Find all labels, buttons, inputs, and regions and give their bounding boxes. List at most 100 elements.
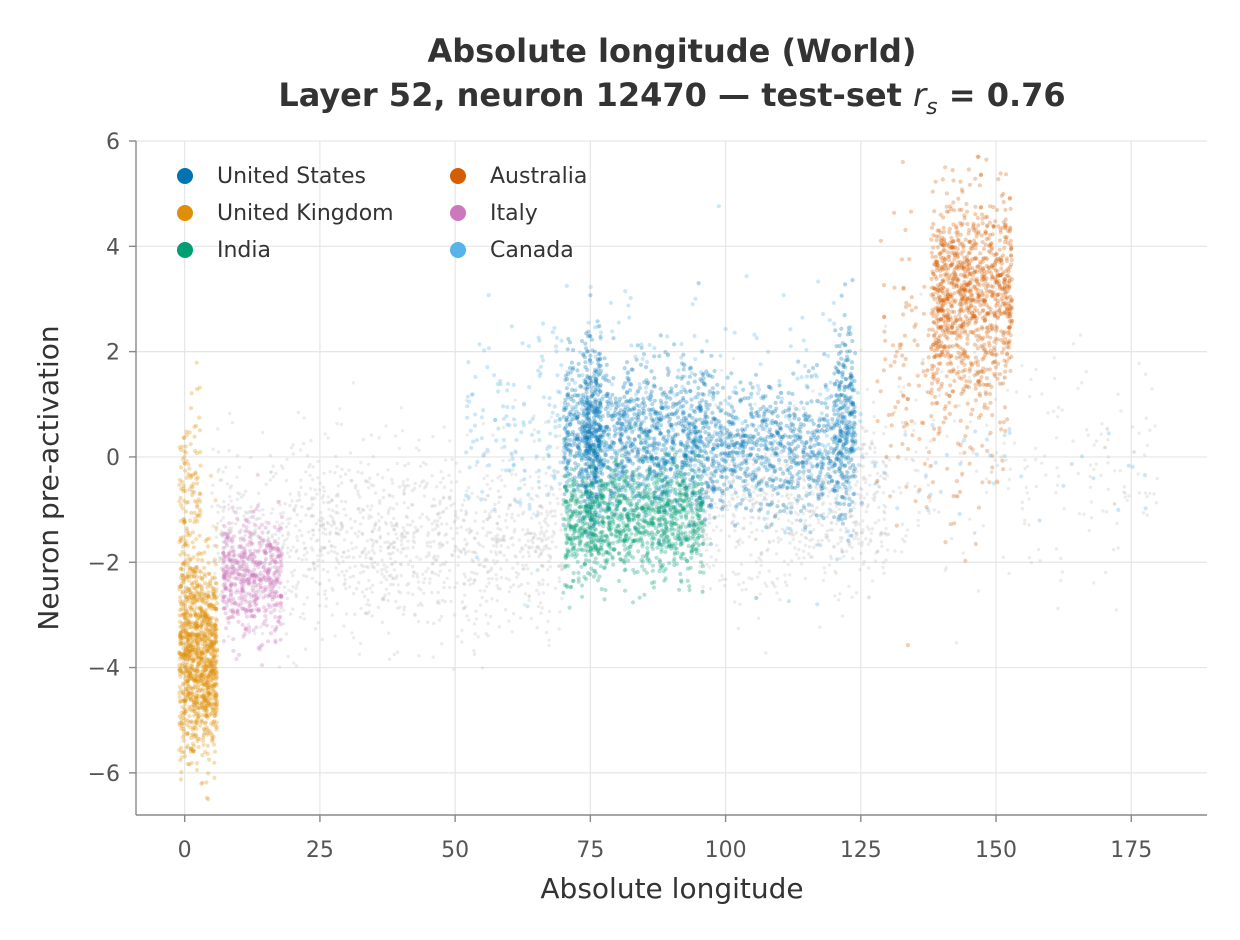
other-country-point	[323, 527, 328, 532]
united-states-point	[791, 439, 796, 444]
other-country-point	[883, 477, 888, 481]
other-country-point	[862, 475, 866, 479]
other-country-point	[231, 564, 235, 569]
other-country-point	[553, 514, 557, 518]
other-country-point	[412, 486, 417, 491]
other-country-point	[795, 438, 799, 442]
united-states-point	[570, 417, 575, 422]
other-country-point	[874, 551, 878, 555]
other-country-point	[237, 563, 241, 568]
united-states-point	[835, 398, 840, 403]
other-country-point	[722, 457, 726, 461]
united-states-point	[840, 411, 845, 416]
other-country-point	[322, 471, 326, 475]
united-states-point	[725, 375, 730, 380]
united-states-point	[787, 401, 793, 406]
other-country-point	[326, 436, 330, 440]
other-country-point	[519, 479, 523, 483]
united-states-point	[613, 401, 619, 406]
united-states-point	[636, 397, 641, 402]
other-country-point	[261, 508, 265, 512]
other-country-point	[1004, 458, 1008, 462]
other-country-point	[269, 554, 273, 558]
other-country-point	[329, 549, 334, 553]
other-country-point	[456, 548, 461, 552]
other-country-point	[370, 548, 375, 552]
other-country-point	[937, 510, 941, 514]
united-states-point	[661, 434, 667, 439]
other-country-point	[346, 549, 350, 553]
other-country-point	[380, 597, 384, 601]
other-country-point	[854, 469, 859, 474]
other-country-point	[365, 612, 370, 616]
other-country-point	[916, 518, 920, 523]
other-country-point	[441, 496, 446, 500]
other-country-point	[1080, 381, 1084, 385]
other-country-point	[877, 484, 881, 489]
other-country-point	[403, 486, 407, 490]
other-country-point	[809, 466, 814, 470]
united-states-point	[839, 326, 844, 331]
other-country-point	[311, 533, 316, 537]
united-states-point	[843, 484, 848, 489]
other-country-point	[899, 390, 903, 394]
other-country-point	[753, 501, 757, 505]
other-country-point	[799, 562, 804, 566]
united-states-point	[718, 409, 723, 414]
united-states-point	[702, 468, 708, 473]
united-states-point	[652, 445, 657, 450]
other-country-point	[533, 533, 537, 538]
other-country-point	[527, 598, 531, 602]
other-country-point	[861, 502, 865, 506]
other-country-point	[364, 552, 368, 556]
other-country-point	[703, 522, 707, 527]
other-country-point	[486, 634, 490, 638]
other-country-point	[420, 512, 425, 516]
other-country-point	[975, 343, 979, 348]
other-country-point	[995, 372, 1000, 376]
other-country-point	[283, 502, 287, 506]
other-country-point	[484, 451, 488, 455]
other-country-point	[302, 441, 306, 446]
other-country-point	[273, 532, 278, 536]
united-states-point	[577, 446, 582, 451]
other-country-point	[741, 581, 746, 585]
other-country-point	[802, 522, 806, 526]
other-country-point	[339, 521, 344, 526]
other-country-point	[971, 451, 975, 455]
other-country-point	[430, 474, 434, 478]
other-country-point	[330, 586, 334, 590]
other-country-point	[290, 499, 294, 503]
united-states-point	[583, 394, 589, 399]
united-states-point	[696, 406, 701, 411]
united-states-point	[642, 380, 647, 385]
other-country-point	[859, 447, 863, 451]
other-country-point	[316, 553, 320, 558]
united-states-point	[564, 418, 569, 423]
other-country-point	[463, 605, 468, 609]
other-country-point	[455, 526, 459, 530]
other-country-point	[357, 652, 361, 656]
other-country-point	[438, 516, 442, 520]
other-country-point	[720, 442, 724, 447]
other-country-point	[228, 551, 232, 555]
united-states-point	[684, 458, 689, 463]
other-country-point	[460, 503, 465, 507]
other-country-point	[213, 559, 217, 564]
other-country-point	[849, 464, 854, 468]
united-states-point	[641, 430, 646, 435]
united-states-point	[747, 491, 752, 496]
other-country-point	[537, 504, 542, 508]
other-country-point	[242, 562, 246, 566]
other-country-point	[776, 499, 781, 503]
other-country-point	[372, 566, 376, 570]
other-country-point	[225, 574, 229, 578]
united-states-point	[704, 436, 709, 442]
united-states-point	[759, 502, 764, 507]
other-country-point	[395, 521, 399, 526]
other-country-point	[1132, 450, 1137, 455]
other-country-point	[426, 566, 430, 571]
other-country-point	[805, 461, 809, 465]
other-country-point	[733, 600, 737, 604]
united-states-point	[678, 399, 683, 404]
